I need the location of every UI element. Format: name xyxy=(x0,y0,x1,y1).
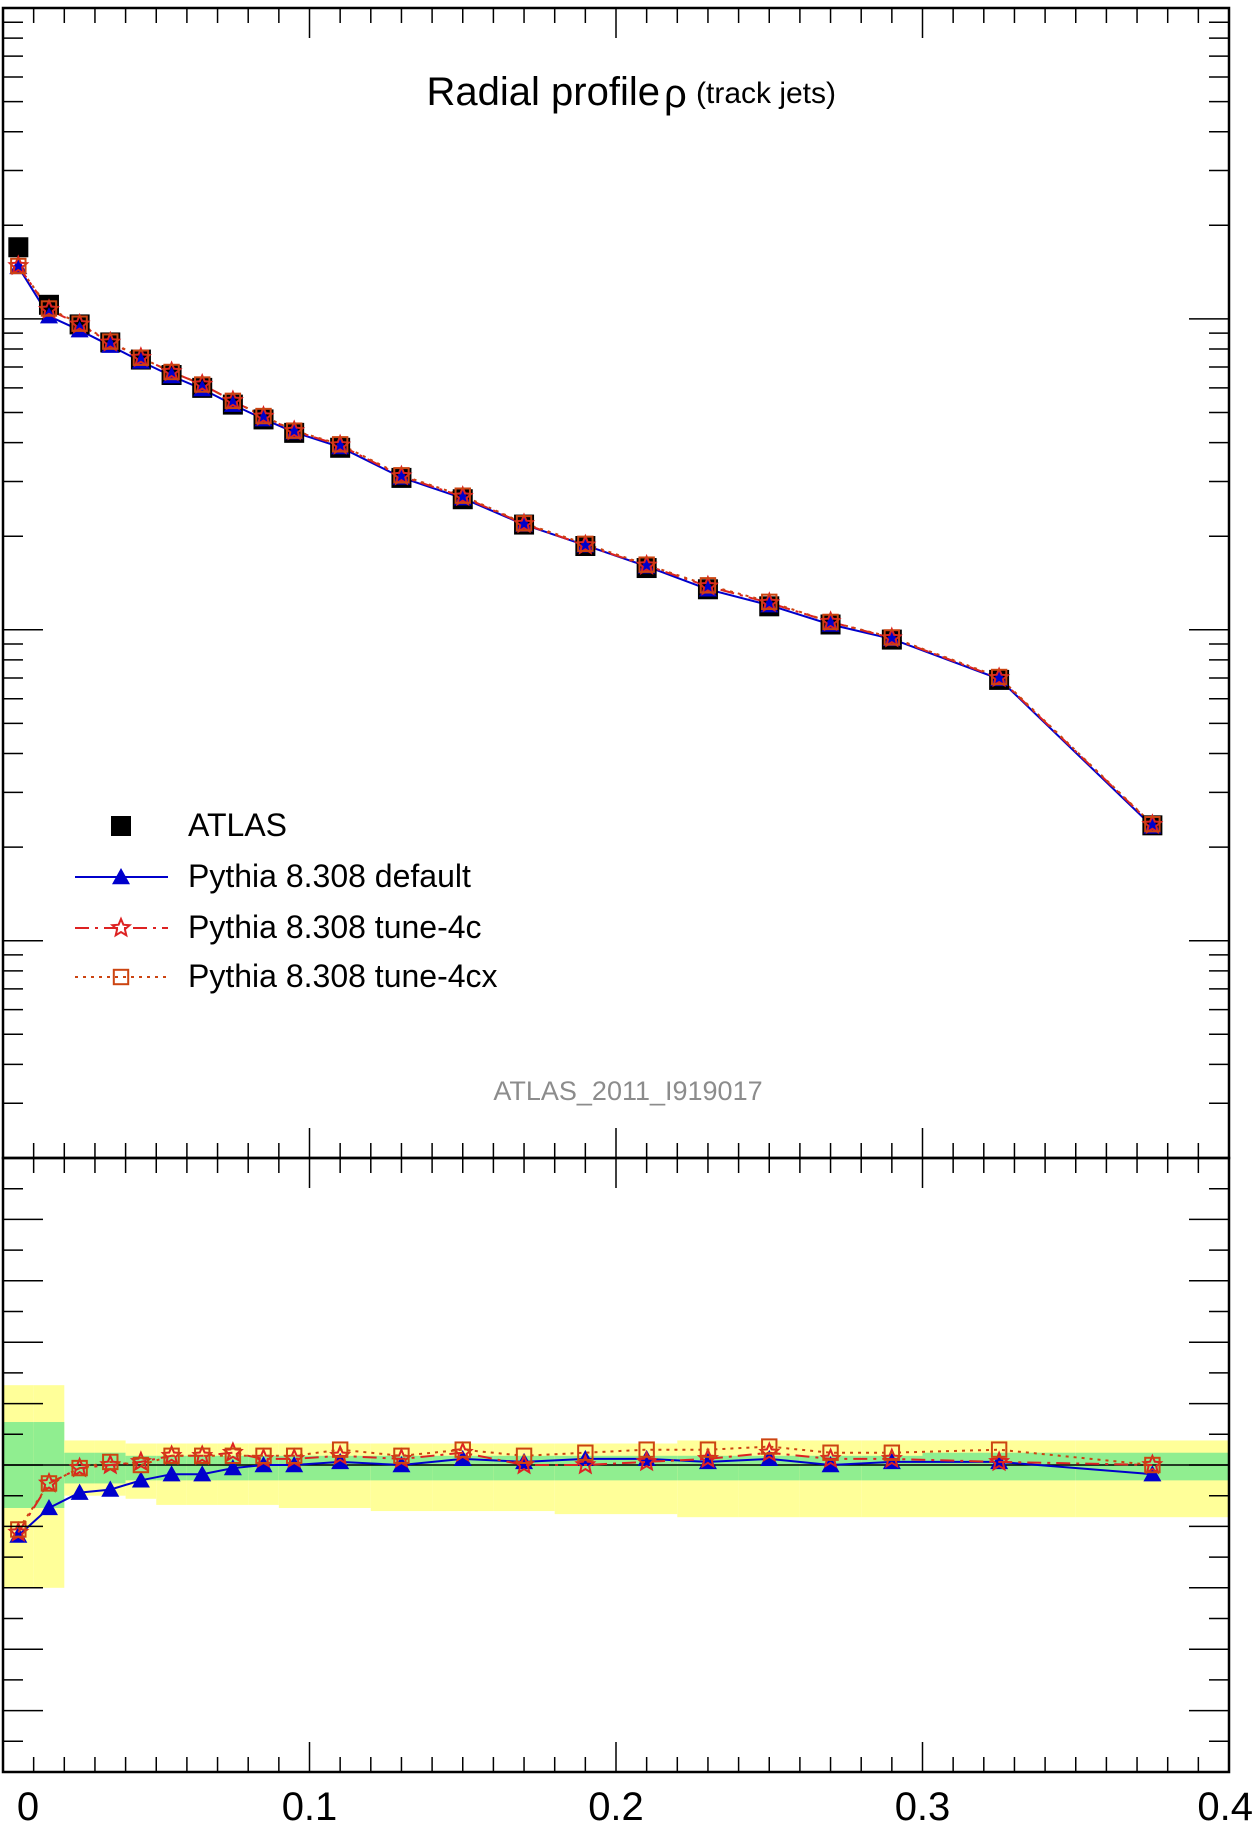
ratio-point xyxy=(821,1456,840,1473)
ratio-point xyxy=(515,1447,533,1464)
ratio-point xyxy=(223,1459,242,1476)
x-tick-label: 0.1 xyxy=(282,1785,338,1829)
ratio-point xyxy=(224,1447,242,1464)
ratio-point xyxy=(285,1456,304,1473)
ratio-point xyxy=(40,1475,58,1492)
ratio-point xyxy=(131,1471,150,1488)
chart-title-symbol: ρ xyxy=(664,72,687,116)
data-point xyxy=(102,333,119,350)
ratio-point xyxy=(331,1452,350,1470)
data-point xyxy=(132,349,150,366)
data-point xyxy=(638,556,655,573)
data-point xyxy=(1144,815,1161,833)
ratio-point xyxy=(393,1447,410,1464)
ratio-point xyxy=(1144,1456,1161,1474)
data-point xyxy=(577,535,594,553)
ratio-point xyxy=(194,1447,211,1464)
ratio-point xyxy=(102,1453,119,1471)
ratio-point xyxy=(70,1483,89,1500)
data-point xyxy=(40,300,58,317)
data-point xyxy=(699,577,717,594)
data-point xyxy=(255,407,272,425)
data-point xyxy=(331,436,349,453)
ratio-point xyxy=(454,1441,471,1458)
axis-ticks: 0 0.1 0.2 0.3 0.4 xyxy=(2,7,1253,1829)
data-point xyxy=(393,467,410,484)
data-point xyxy=(990,668,1008,686)
ratio-point xyxy=(822,1444,839,1461)
ratio-point xyxy=(988,1450,1011,1472)
ratio-point xyxy=(254,1456,273,1473)
ratio-point xyxy=(193,1465,212,1482)
ratio-point xyxy=(39,1498,58,1516)
data-point xyxy=(454,487,471,504)
data-point xyxy=(10,257,27,275)
ratio-point xyxy=(1143,1465,1162,1482)
data-point xyxy=(285,422,303,439)
legend-label: Pythia 8.308 default xyxy=(188,858,471,894)
series-line xyxy=(17,265,1154,825)
ratio-point xyxy=(255,1447,272,1464)
x-tick-label: 0.3 xyxy=(895,1785,951,1829)
data-point xyxy=(194,376,211,393)
legend-label: Pythia 8.308 tune-4cx xyxy=(188,958,498,994)
main-series xyxy=(7,237,1164,836)
ratio-series-line xyxy=(17,1445,1153,1531)
data-point xyxy=(761,593,778,611)
ratio-point xyxy=(285,1447,303,1464)
data-point xyxy=(8,237,29,258)
ratio-point xyxy=(101,1480,120,1497)
ratio-point xyxy=(132,1456,150,1474)
data-point xyxy=(883,629,901,646)
x-tick-label: 0.2 xyxy=(588,1785,644,1829)
x-tick-label: 0 xyxy=(17,1785,39,1829)
ratio-point xyxy=(577,1444,594,1461)
ratio-bands xyxy=(3,1385,1229,1588)
ratio-point xyxy=(162,1465,181,1482)
ratio-point xyxy=(761,1438,778,1455)
data-point xyxy=(163,363,180,381)
ratio-point xyxy=(574,1453,597,1475)
ratio-point xyxy=(392,1456,411,1473)
legend-label: ATLAS xyxy=(188,807,287,843)
ratio-point xyxy=(990,1441,1008,1458)
ratio-point xyxy=(638,1441,655,1458)
ratio-series xyxy=(7,1438,1164,1543)
legend-marker xyxy=(112,968,130,986)
data-point xyxy=(224,392,242,410)
x-tick-label: 0.4 xyxy=(1197,1785,1253,1829)
ratio-point xyxy=(10,1521,27,1538)
legend: ATLAS Pythia 8.308 default Pythia 8.308 tu… xyxy=(75,807,498,994)
ratio-point xyxy=(163,1447,180,1464)
ratio-point xyxy=(699,1441,717,1458)
ratio-point xyxy=(331,1441,349,1458)
ratio-point xyxy=(883,1444,901,1461)
data-point xyxy=(71,315,88,332)
series-line xyxy=(17,266,1154,828)
main-panel-frame xyxy=(1,6,1231,1160)
legend-label: Pythia 8.308 tune-4c xyxy=(188,909,482,945)
data-point xyxy=(822,613,839,631)
ratio-point xyxy=(635,1450,658,1472)
chart-subtitle: (track jets) xyxy=(696,77,836,110)
legend-marker xyxy=(109,916,133,938)
data-point xyxy=(515,515,533,532)
ratio-series-line xyxy=(17,1457,1153,1537)
ratio-point xyxy=(71,1459,88,1477)
chart-title: Radial profile xyxy=(427,70,660,114)
analysis-annotation: ATLAS_2011_I919017 xyxy=(493,1076,762,1106)
legend-marker xyxy=(112,868,130,885)
legend-marker xyxy=(111,816,131,836)
